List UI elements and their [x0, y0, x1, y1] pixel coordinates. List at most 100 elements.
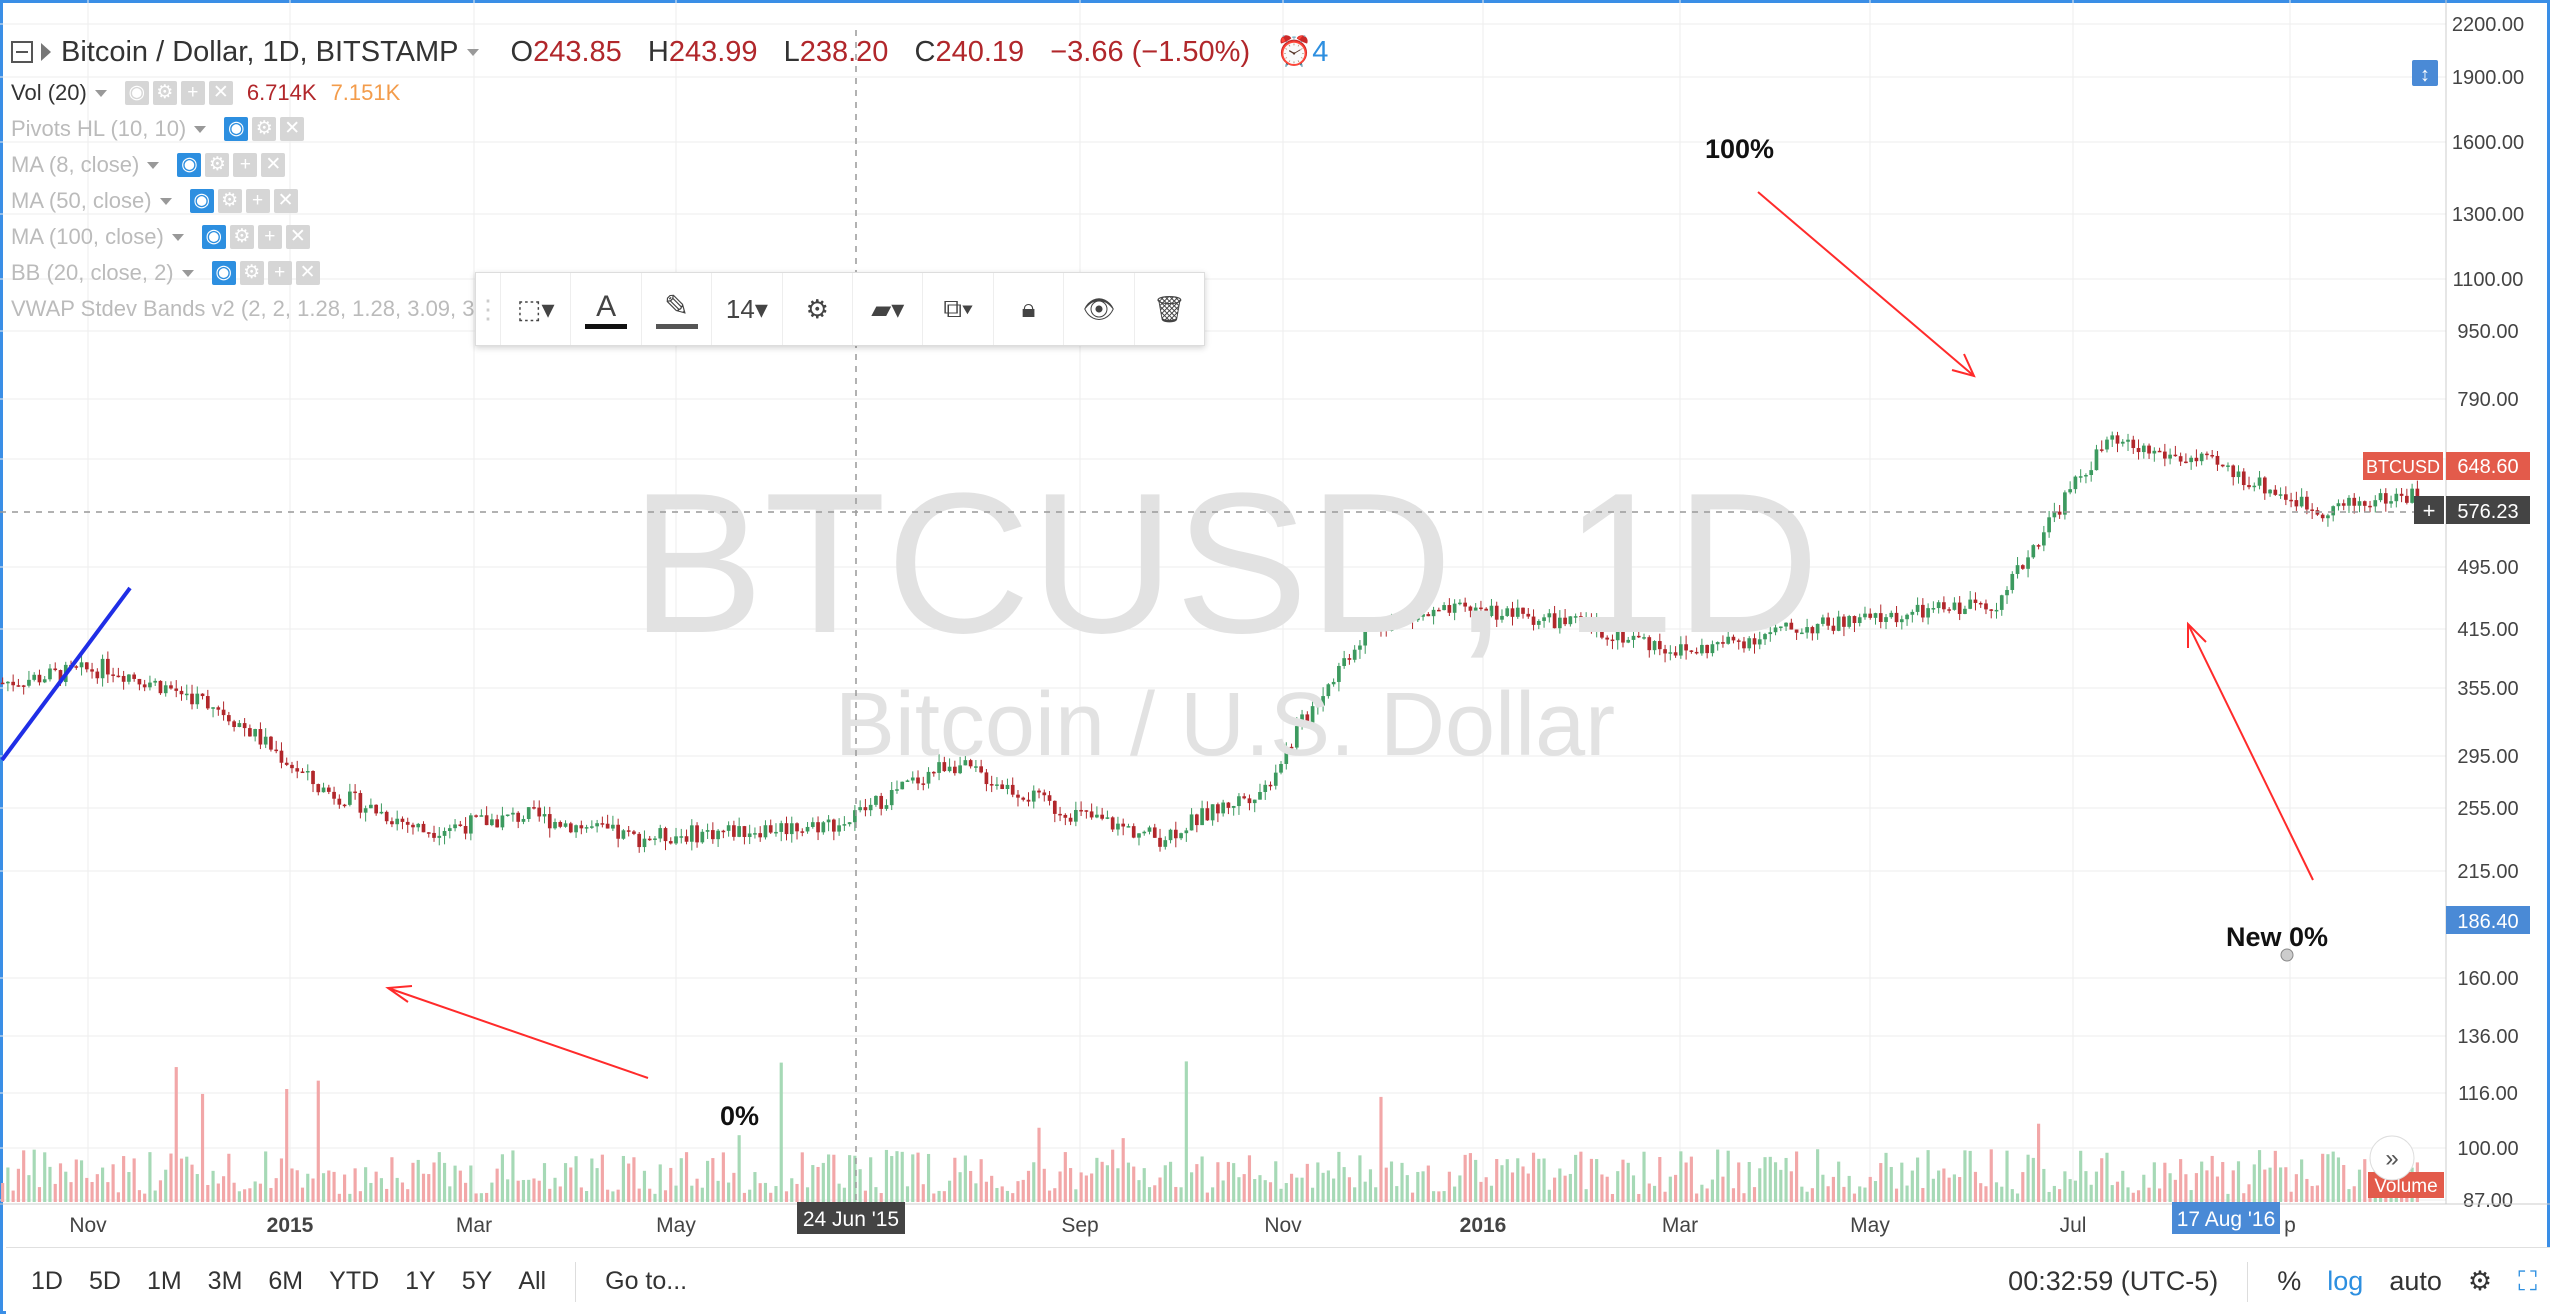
- trash-icon[interactable]: 🗑︎: [1152, 293, 1186, 324]
- candle-body: [1579, 616, 1583, 622]
- candle-body: [916, 777, 920, 784]
- plus-icon: +: [180, 81, 205, 105]
- candle-body: [1326, 684, 1331, 697]
- line-style-icon[interactable]: ⬚▾: [501, 273, 572, 345]
- candle-body: [1742, 641, 1746, 649]
- candle-body: [1931, 608, 1936, 610]
- volume-bar: [1842, 1186, 1846, 1202]
- range-button-5d[interactable]: 5D: [88, 1267, 121, 1295]
- range-button-1d[interactable]: 1D: [31, 1267, 63, 1295]
- range-button-1y[interactable]: 1Y: [405, 1267, 436, 1295]
- indicator-ma8[interactable]: MA (8, close) ◉ ⚙ + ✕: [11, 147, 1328, 183]
- candle-body: [2320, 514, 2325, 519]
- candle-body: [426, 832, 431, 834]
- candle-body: [2378, 493, 2383, 501]
- price-tick: 1600.00: [2452, 132, 2524, 154]
- candle-body: [2110, 435, 2115, 440]
- candle-body: [363, 808, 368, 813]
- range-button-all[interactable]: All: [518, 1267, 547, 1295]
- scroll-right-button[interactable]: »: [2369, 1135, 2415, 1181]
- candle-body: [316, 784, 321, 793]
- volume-bar: [1116, 1168, 1120, 1202]
- clone-icon[interactable]: ⧉▾: [923, 273, 994, 345]
- log-toggle[interactable]: log: [2327, 1266, 2364, 1296]
- candle-body: [895, 789, 899, 791]
- font-size-select[interactable]: 14 ▾: [712, 273, 783, 345]
- volume-bar: [1947, 1177, 1951, 1202]
- volume-bar: [1805, 1191, 1809, 1202]
- eye-icon[interactable]: 👁︎: [1064, 273, 1135, 345]
- text-color-icon[interactable]: A: [571, 273, 642, 345]
- candle-body: [2157, 450, 2162, 453]
- candle-body: [605, 823, 610, 829]
- candle-body: [926, 771, 931, 784]
- anchor-handle[interactable]: [2280, 948, 2294, 962]
- candle-body: [1689, 650, 1694, 652]
- indicator-volume[interactable]: Vol (20) ◉ ⚙ + ✕ 6.714K 7.151K: [11, 80, 401, 105]
- drag-handle-icon[interactable]: ⋮: [475, 273, 501, 345]
- candle-body: [227, 715, 231, 722]
- fullscreen-icon[interactable]: ⛶: [2518, 1265, 2537, 1296]
- auto-toggle[interactable]: auto: [2389, 1266, 2442, 1296]
- candle-body: [684, 836, 689, 842]
- candle-body: [1494, 605, 1499, 620]
- candle-body: [311, 771, 315, 785]
- volume-bar: [1400, 1162, 1404, 1202]
- indicator-ma100[interactable]: MA (100, close) ◉ ⚙ + ✕: [11, 219, 1328, 255]
- volume-bar: [1873, 1181, 1878, 1202]
- volume-bar: [369, 1182, 373, 1202]
- candle-body: [1657, 641, 1662, 650]
- candle-body: [2299, 496, 2304, 507]
- indicator-vwap[interactable]: VWAP Stdev Bands v2 (2, 2, 1.28, 1.28, 3…: [11, 296, 481, 321]
- volume-bar: [1968, 1150, 1972, 1202]
- label-100: 100%: [1705, 134, 1774, 164]
- indicator-pivots[interactable]: Pivots HL (10, 10) ◉ ⚙ ✕: [11, 111, 1328, 147]
- volume-bar: [2336, 1157, 2341, 1202]
- flag-icon[interactable]: [41, 43, 51, 61]
- indicator-ma50[interactable]: MA (50, close) ◉ ⚙ + ✕: [11, 183, 1328, 219]
- close-icon: ✕: [208, 81, 233, 105]
- range-button-1m[interactable]: 1M: [146, 1267, 182, 1295]
- chevron-down-icon[interactable]: [466, 48, 479, 56]
- volume-bar: [101, 1167, 105, 1202]
- volume-bar: [1016, 1181, 1020, 1202]
- volume-bar: [1821, 1174, 1825, 1202]
- gear-icon[interactable]: ⚙: [783, 273, 854, 345]
- symbol-title[interactable]: Bitcoin / Dollar, 1D, BITSTAMP: [61, 35, 459, 68]
- volume-bar: [990, 1175, 994, 1202]
- range-button-3m[interactable]: 3M: [207, 1267, 243, 1295]
- volume-bar: [1205, 1192, 1209, 1202]
- pencil-icon[interactable]: ✎: [642, 273, 713, 345]
- candle-body: [1068, 817, 1073, 822]
- volume-bar: [1858, 1186, 1862, 1202]
- volume-bar: [1253, 1179, 1257, 1202]
- plus-icon: +: [245, 189, 270, 213]
- indicator-bb[interactable]: BB (20, close, 2) ◉ ⚙ + ✕: [11, 255, 1328, 291]
- percent-toggle[interactable]: %: [2277, 1266, 2302, 1296]
- volume-bar: [827, 1154, 831, 1202]
- range-button-ytd[interactable]: YTD: [329, 1267, 380, 1295]
- volume-bar: [2163, 1162, 2167, 1202]
- volume-bar: [69, 1182, 73, 1202]
- goto-button[interactable]: Go to...: [605, 1267, 688, 1295]
- scale-toggle-icon[interactable]: ↕: [2412, 60, 2438, 86]
- volume-bar: [1474, 1159, 1478, 1202]
- lock-icon[interactable]: 🔒︎: [994, 273, 1065, 345]
- candle-body: [747, 833, 752, 838]
- candle-body: [1352, 649, 1357, 660]
- fill-icon[interactable]: ▰▾: [853, 273, 924, 345]
- range-button-6m[interactable]: 6M: [268, 1267, 304, 1295]
- volume-bar: [2284, 1167, 2288, 1202]
- candle-body: [21, 685, 26, 687]
- candle-body: [1184, 830, 1189, 834]
- volume-bar: [926, 1153, 931, 1202]
- volume-bar: [574, 1156, 578, 1202]
- range-button-5y[interactable]: 5Y: [461, 1267, 493, 1295]
- time-tick: Nov: [1264, 1214, 1302, 1237]
- collapse-icon[interactable]: [11, 41, 33, 63]
- gear-icon[interactable]: ⚙: [2467, 1266, 2493, 1296]
- volume-bar: [490, 1182, 494, 1202]
- volume-bar: [2289, 1191, 2293, 1202]
- volume-bar: [222, 1176, 226, 1202]
